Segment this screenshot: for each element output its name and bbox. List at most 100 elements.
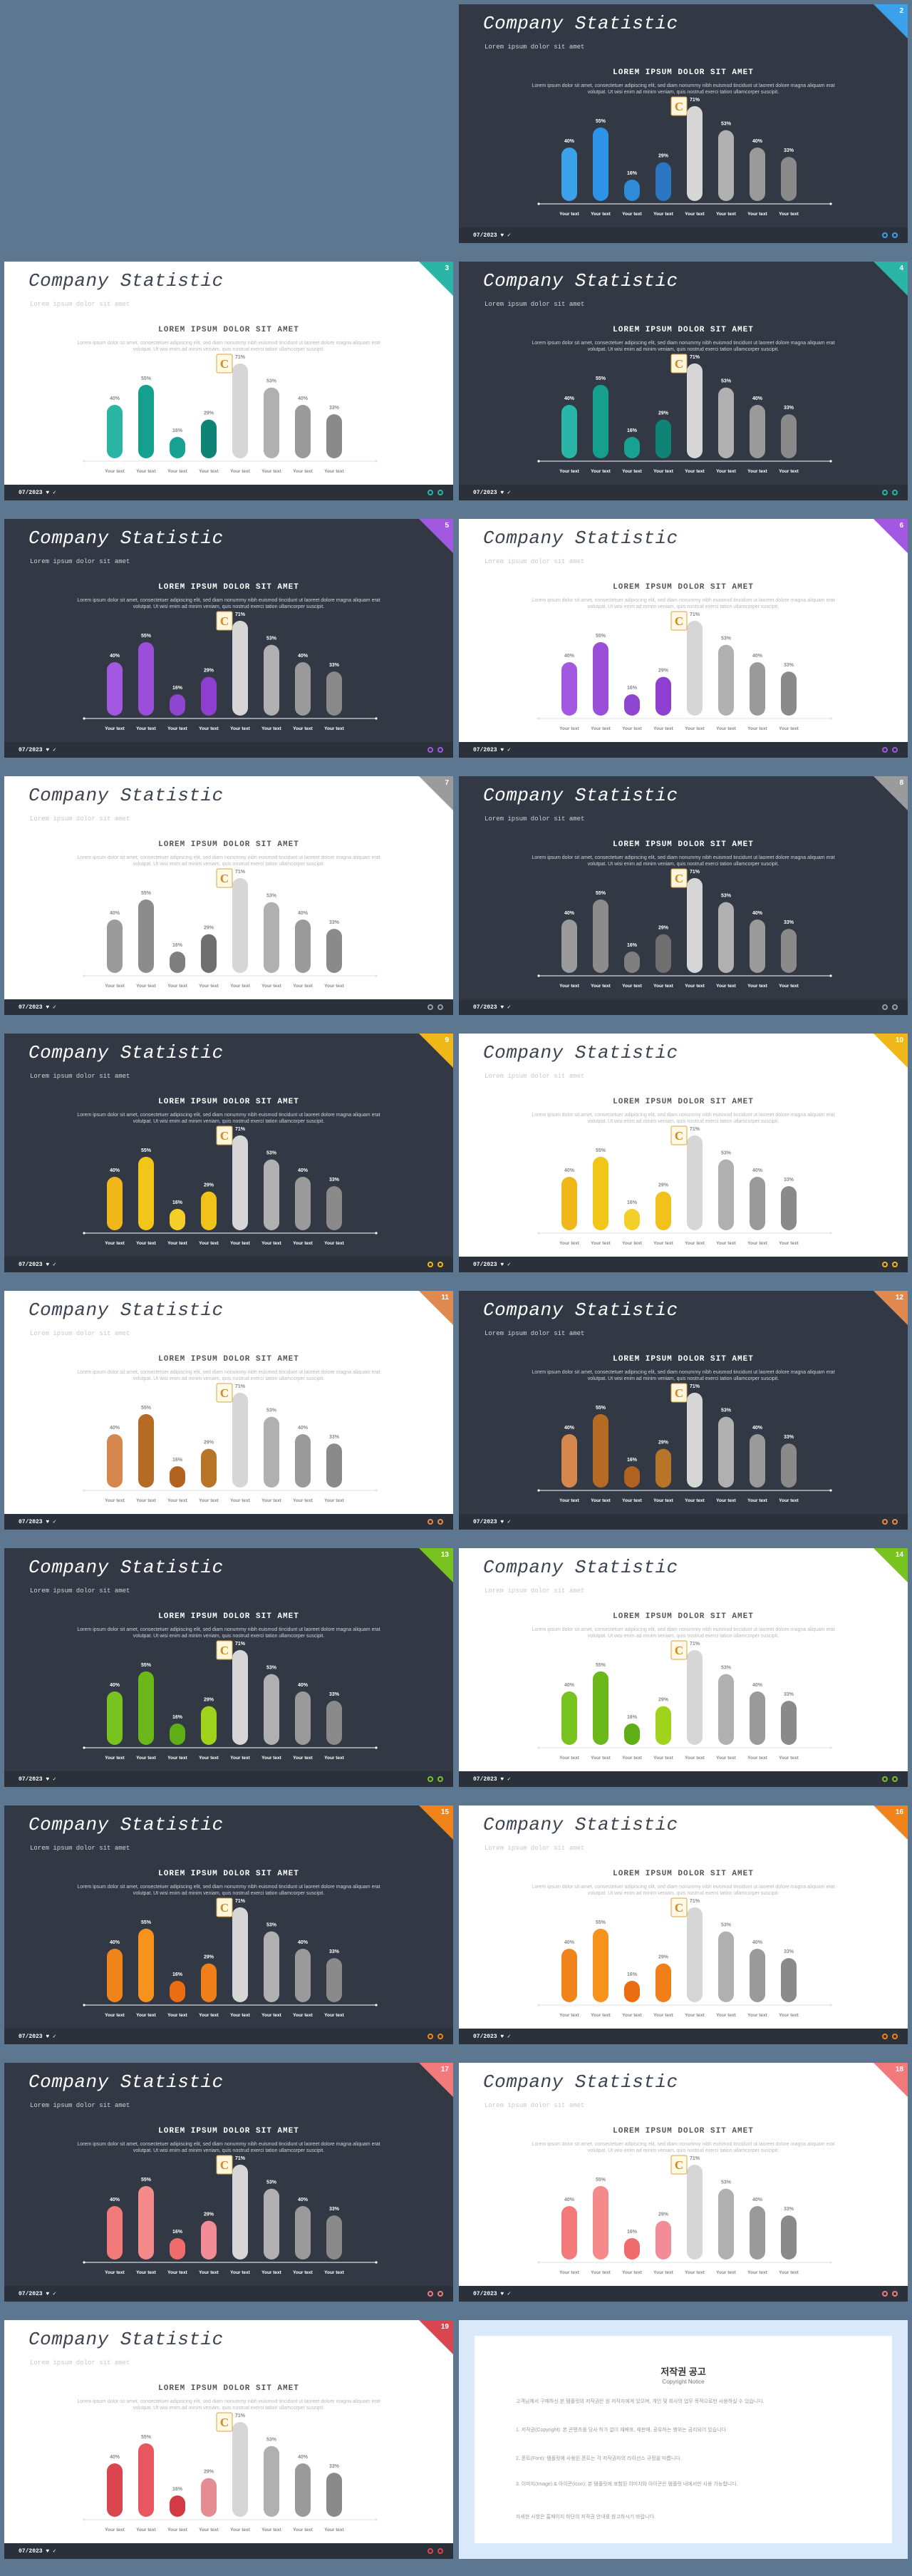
slide-19[interactable]: 19 Company Statistic Lorem ipsum dolor sit… <box>4 2320 453 2559</box>
bar-3 <box>170 1209 185 1230</box>
bar-8 <box>781 929 797 973</box>
nav-dot-next[interactable] <box>892 1262 898 1267</box>
nav-dot-prev[interactable] <box>882 747 888 753</box>
chart-heading: LOREM IPSUM DOLOR SIT AMET <box>158 840 299 849</box>
nav-dot-next[interactable] <box>892 1776 898 1782</box>
nav-dot-prev[interactable] <box>882 490 888 495</box>
tick-label-2: Your text <box>591 1756 611 1761</box>
nav-dot-prev[interactable] <box>428 747 433 753</box>
tick-label-7: Your text <box>293 984 314 989</box>
footer-date: 07/2023 ♥ ✓ <box>19 490 56 496</box>
copyright-notice-slide[interactable]: 저작권 공고 Copyright Notice 고객님께서 구매하신 본 템플릿의 … <box>459 2320 908 2559</box>
axis-start-dot <box>537 1746 540 1749</box>
nav-dot-next[interactable] <box>437 1519 443 1525</box>
chart-description: Lorem ipsum dolor sit amet, consectetuer… <box>532 855 835 867</box>
slide-16[interactable]: 16 Company Statistic Lorem ipsum dolor sit… <box>459 1805 908 2044</box>
nav-dot-next[interactable] <box>892 232 898 238</box>
nav-dot-next[interactable] <box>892 1519 898 1525</box>
nav-dot-next[interactable] <box>437 1004 443 1010</box>
slide-4[interactable]: 4 Company Statistic Lorem ipsum dolor sit … <box>459 262 908 500</box>
data-label-5: 71% <box>690 870 700 875</box>
nav-dot-next[interactable] <box>437 2548 443 2554</box>
axis-start-dot <box>537 974 540 977</box>
slide-8[interactable]: 8 Company Statistic Lorem ipsum dolor sit … <box>459 776 908 1015</box>
slide-13[interactable]: 13 Company Statistic Lorem ipsum dolor sit… <box>4 1548 453 1787</box>
slide-11[interactable]: 11 Company Statistic Lorem ipsum dolor sit… <box>4 1291 453 1530</box>
nav-dot-prev[interactable] <box>428 2034 433 2039</box>
slide-5[interactable]: 5 Company Statistic Lorem ipsum dolor sit … <box>4 519 453 758</box>
nav-dot-prev[interactable] <box>428 1519 433 1525</box>
nav-dot-next[interactable] <box>892 1004 898 1010</box>
data-label-1: 40% <box>110 1426 120 1431</box>
nav-dot-prev[interactable] <box>428 1776 433 1782</box>
corner-tab <box>419 1805 453 1840</box>
tick-label-7: Your text <box>747 212 768 217</box>
nav-dot-next[interactable] <box>437 2291 443 2297</box>
data-label-7: 40% <box>752 911 763 916</box>
nav-dot-prev[interactable] <box>428 490 433 495</box>
bar-2 <box>138 1928 154 2002</box>
slide-6[interactable]: 6 Company Statistic Lorem ipsum dolor sit … <box>459 519 908 758</box>
slide-title: Company Statistic <box>28 1299 224 1321</box>
data-label-6: 53% <box>721 2180 732 2185</box>
slide-7[interactable]: 7 Company Statistic Lorem ipsum dolor sit … <box>4 776 453 1015</box>
bar-2 <box>138 2185 154 2260</box>
corner-tab <box>874 519 908 553</box>
nav-dot-next[interactable] <box>892 2291 898 2297</box>
nav-dot-prev[interactable] <box>882 1004 888 1010</box>
nav-dot-prev[interactable] <box>428 1004 433 1010</box>
slide-3[interactable]: 3 Company Statistic Lorem ipsum dolor sit … <box>4 262 453 500</box>
nav-dot-prev[interactable] <box>882 2291 888 2297</box>
badge-frame <box>216 611 233 631</box>
bar-chart: 40% Your text 55% Your text 16% Your text 29% Y… <box>537 354 832 474</box>
tick-label-7: Your text <box>293 2528 314 2533</box>
axis-start-dot <box>537 2004 540 2006</box>
chart-description: Lorem ipsum dolor sit amet, consectetuer… <box>532 1370 835 1381</box>
nav-dot-next[interactable] <box>437 1262 443 1267</box>
slide-footer: 07/2023 ♥ ✓ <box>4 742 453 758</box>
nav-dot-next[interactable] <box>437 1776 443 1782</box>
tick-label-5: Your text <box>230 1756 251 1761</box>
nav-dot-next[interactable] <box>892 490 898 495</box>
axis-end-dot <box>829 2004 832 2006</box>
tick-label-4: Your text <box>199 1241 219 1246</box>
slide-title: Company Statistic <box>483 785 678 806</box>
bar-6 <box>264 902 279 973</box>
slide-9[interactable]: 9 Company Statistic Lorem ipsum dolor sit … <box>4 1034 453 1272</box>
data-label-6: 53% <box>721 1408 732 1413</box>
bar-1 <box>561 1949 577 2002</box>
slide-14[interactable]: 14 Company Statistic Lorem ipsum dolor sit… <box>459 1548 908 1787</box>
slide-10[interactable]: 10 Company Statistic Lorem ipsum dolor sit… <box>459 1034 908 1272</box>
nav-dot-prev[interactable] <box>882 1519 888 1525</box>
nav-dot-prev[interactable] <box>882 232 888 238</box>
nav-dot-next[interactable] <box>892 2034 898 2039</box>
bar-7 <box>750 919 765 973</box>
slide-15[interactable]: 15 Company Statistic Lorem ipsum dolor sit… <box>4 1805 453 2044</box>
bar-7 <box>750 2206 765 2260</box>
nav-dot-next[interactable] <box>892 747 898 753</box>
nav-dot-next[interactable] <box>437 747 443 753</box>
slide-12[interactable]: 12 Company Statistic Lorem ipsum dolor sit… <box>459 1291 908 1530</box>
data-label-4: 29% <box>658 2212 669 2217</box>
slide-17[interactable]: 17 Company Statistic Lorem ipsum dolor sit… <box>4 2063 453 2302</box>
nav-dot-next[interactable] <box>437 2034 443 2039</box>
slide-2[interactable]: 2 Company Statistic Lorem ipsum dolor sit … <box>459 4 908 243</box>
page-number: 19 <box>440 2323 449 2331</box>
bar-1 <box>107 1434 123 1488</box>
nav-dot-prev[interactable] <box>882 1776 888 1782</box>
nav-dot-prev[interactable] <box>428 2291 433 2297</box>
bar-chart: 40% Your text 55% Your text 16% Your text 29% Y… <box>537 96 832 217</box>
nav-dot-next[interactable] <box>437 490 443 495</box>
bar-5 <box>232 877 248 973</box>
axis-start-dot <box>83 2518 86 2521</box>
nav-dot-prev[interactable] <box>428 1262 433 1267</box>
nav-dot-prev[interactable] <box>428 2548 433 2554</box>
page-number: 12 <box>895 1294 903 1302</box>
tick-label-2: Your text <box>136 984 157 989</box>
nav-dot-prev[interactable] <box>882 1262 888 1267</box>
slide-18[interactable]: 18 Company Statistic Lorem ipsum dolor sit… <box>459 2063 908 2302</box>
nav-dot-prev[interactable] <box>882 2034 888 2039</box>
data-label-4: 29% <box>204 2470 214 2475</box>
data-label-6: 53% <box>266 1151 277 1156</box>
